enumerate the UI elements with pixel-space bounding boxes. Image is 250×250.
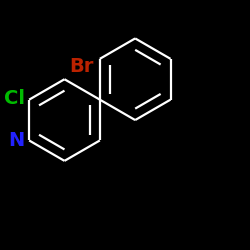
Text: Cl: Cl	[4, 89, 25, 108]
Text: Br: Br	[70, 56, 94, 76]
Text: N: N	[8, 131, 25, 150]
